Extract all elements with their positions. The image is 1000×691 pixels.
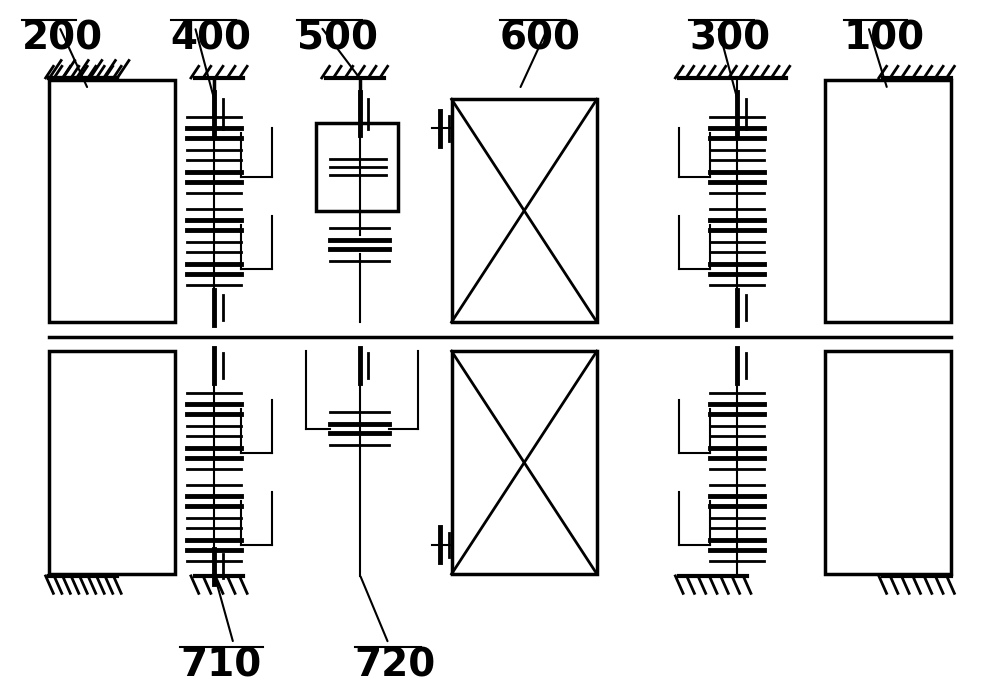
Text: 400: 400 xyxy=(171,20,252,58)
Text: 500: 500 xyxy=(297,20,378,58)
Text: 300: 300 xyxy=(689,20,770,58)
Text: 200: 200 xyxy=(22,20,103,58)
Text: 600: 600 xyxy=(500,20,581,58)
Text: 100: 100 xyxy=(844,20,925,58)
Text: 720: 720 xyxy=(355,647,436,685)
Text: 710: 710 xyxy=(180,647,262,685)
